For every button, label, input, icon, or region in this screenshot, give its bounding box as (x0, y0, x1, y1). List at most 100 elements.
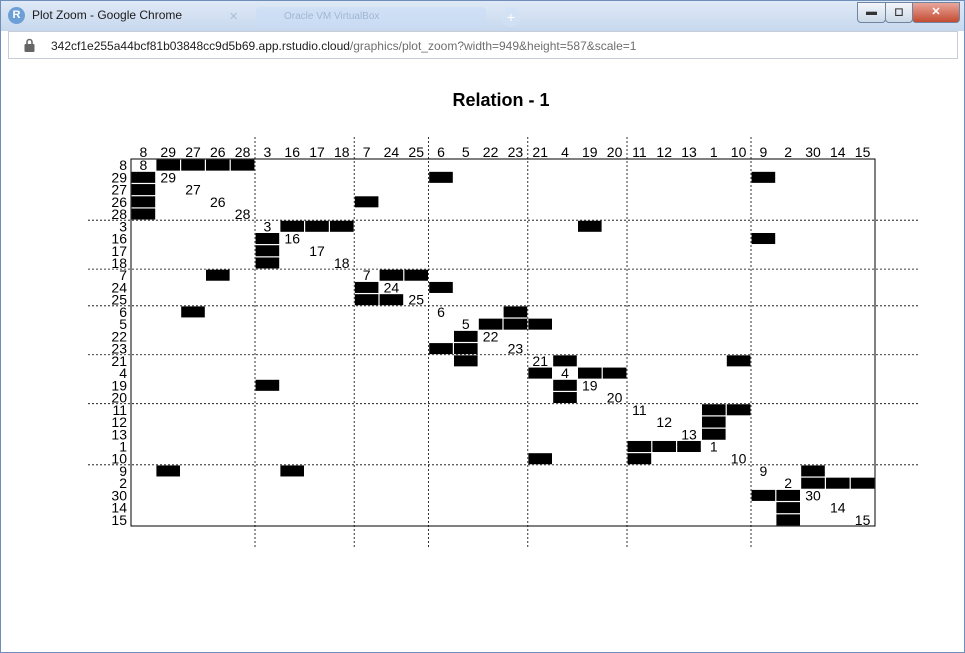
tie-cell (627, 440, 652, 452)
tie-cell (528, 318, 552, 330)
diagonal-label: 18 (334, 255, 350, 271)
diagonal-label: 8 (140, 157, 148, 173)
tie-cell (726, 404, 751, 416)
tie-cell (181, 159, 205, 171)
row-label: 13 (111, 426, 127, 442)
tie-cell (181, 306, 205, 318)
diagonal-label: 28 (235, 206, 251, 222)
tie-cell (206, 269, 230, 281)
tie-cell (156, 465, 180, 477)
column-label: 30 (805, 144, 821, 160)
tie-cell (206, 159, 230, 171)
tie-cell (404, 269, 428, 281)
diagonal-label: 7 (363, 267, 371, 283)
diagonal-label: 10 (731, 451, 747, 467)
row-label: 19 (111, 377, 127, 393)
column-label: 14 (830, 144, 846, 160)
row-label: 5 (119, 316, 127, 332)
url-text[interactable]: 342cf1e255a44bcf81b03848cc9d5b69.app.rst… (51, 39, 636, 53)
close-button[interactable]: ✕ (912, 2, 960, 23)
diagonal-label: 11 (632, 402, 647, 418)
minimize-button[interactable]: ▬ (857, 2, 886, 23)
plot-title: Relation - 1 (452, 90, 549, 110)
diagonal-label: 4 (561, 365, 569, 381)
tie-cell (702, 416, 726, 428)
maximize-button[interactable]: ◻ (885, 2, 913, 23)
tie-cell (379, 294, 404, 306)
tie-cell (776, 514, 800, 526)
row-label: 28 (111, 206, 127, 222)
tie-cell (602, 367, 627, 379)
column-label: 2 (784, 144, 792, 160)
tie-cell (627, 453, 652, 465)
diagonal-label: 9 (760, 463, 768, 479)
tie-cell (354, 281, 379, 293)
tie-cell (330, 220, 354, 232)
diagonal-label: 21 (532, 353, 548, 369)
tie-cell (553, 355, 577, 367)
tie-cell (255, 379, 280, 391)
block-separators (88, 137, 918, 549)
row-label: 25 (111, 292, 127, 308)
diagonal-label: 13 (681, 426, 697, 442)
tie-cell (528, 453, 552, 465)
row-label: 1 (119, 438, 127, 454)
row-label: 12 (111, 414, 127, 430)
diagonal-label: 25 (408, 292, 424, 308)
column-label: 18 (334, 144, 350, 160)
row-label: 29 (111, 169, 127, 185)
tie-cell (553, 379, 577, 391)
row-label: 6 (119, 304, 127, 320)
title-bar[interactable]: R Plot Zoom - Google Chrome Oracle VM Vi… (1, 1, 964, 31)
row-label: 8 (119, 157, 127, 173)
tie-cell (156, 159, 180, 171)
background-window-tab[interactable]: Oracle VM VirtualBox (256, 7, 486, 27)
tie-cell (379, 269, 404, 281)
column-label: 11 (632, 144, 647, 160)
diagonal-label: 19 (582, 377, 598, 393)
tie-cell (801, 465, 825, 477)
tie-cell (776, 489, 800, 501)
row-label: 30 (111, 487, 127, 503)
row-label: 20 (111, 390, 127, 406)
tie-cell (751, 489, 776, 501)
diagonal-label: 6 (437, 304, 445, 320)
tie-cell (454, 355, 478, 367)
diagonal-label: 20 (607, 390, 623, 406)
row-label: 17 (111, 243, 127, 259)
background-close-icon[interactable]: ✕ (229, 11, 239, 23)
diagonal-label: 1 (710, 438, 718, 454)
tie-cell (702, 428, 726, 440)
url-host: 342cf1e255a44bcf81b03848cc9d5b69.app.rst… (51, 39, 350, 53)
tie-cell (429, 171, 453, 183)
new-tab-icon[interactable]: + (501, 7, 521, 27)
column-label: 5 (462, 144, 470, 160)
diagonal-label: 24 (384, 279, 400, 295)
diagonal-labels: 8292726283161718724256522232141920111213… (140, 157, 871, 528)
row-label: 15 (111, 512, 127, 528)
row-label: 16 (111, 231, 127, 247)
tie-cell (702, 404, 726, 416)
column-label: 8 (140, 144, 148, 160)
column-label: 17 (309, 144, 325, 160)
diagonal-label: 14 (830, 500, 846, 516)
tie-cell (677, 440, 701, 452)
column-label: 6 (437, 144, 445, 160)
row-label: 3 (119, 218, 127, 234)
window-title: Plot Zoom - Google Chrome (32, 8, 183, 22)
tie-cell (850, 477, 875, 489)
address-bar[interactable]: 342cf1e255a44bcf81b03848cc9d5b69.app.rst… (8, 31, 958, 59)
tie-cell (131, 208, 156, 220)
column-label: 1 (710, 144, 718, 160)
tie-cell (751, 171, 776, 183)
column-label: 28 (235, 144, 251, 160)
tie-cell (652, 440, 676, 452)
column-label: 4 (561, 144, 569, 160)
tie-cell (503, 306, 528, 318)
tie-cell (454, 343, 478, 355)
tie-cells (131, 159, 875, 526)
row-label: 26 (111, 194, 127, 210)
tie-cell (255, 233, 280, 245)
column-label: 7 (363, 144, 371, 160)
row-label: 10 (111, 451, 127, 467)
